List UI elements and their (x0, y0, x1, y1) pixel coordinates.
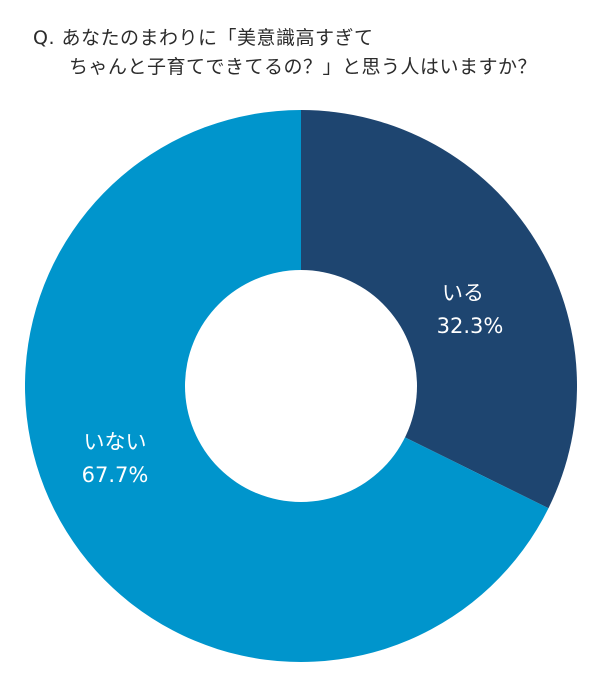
slice-labels-group: いる 32.3% いない 67.7% (82, 281, 504, 487)
donut-hole (185, 270, 417, 502)
slice-value-inai: 67.7% (82, 463, 149, 487)
slice-value-iru: 32.3% (437, 314, 504, 338)
chart-title-line-2: ちゃんと子育てできてるの？」と思う人はいますか？ (69, 56, 538, 78)
chart-title-line-1: Q. あなたのまわりに「美意識高すぎて (33, 27, 374, 49)
slice-label-inai: いない (84, 430, 147, 454)
chart-title: Q. あなたのまわりに「美意識高すぎて ちゃんと子育てできてるの？」と思う人はい… (33, 24, 593, 82)
slice-label-iru: いる (442, 281, 484, 305)
